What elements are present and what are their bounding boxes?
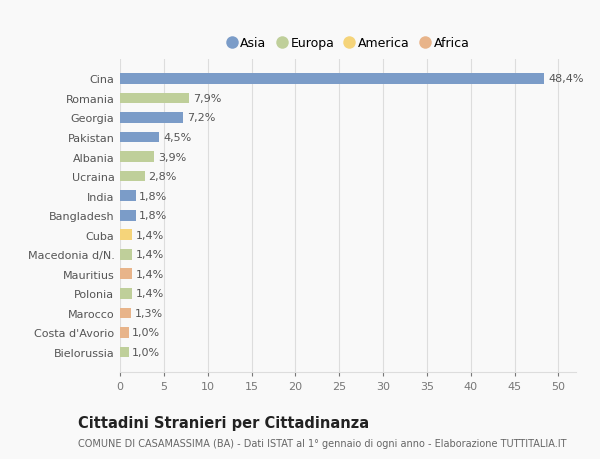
Text: 2,8%: 2,8% bbox=[148, 172, 176, 182]
Bar bbox=[120, 308, 131, 319]
Bar bbox=[120, 191, 136, 202]
Text: 1,8%: 1,8% bbox=[139, 211, 167, 221]
Text: 1,4%: 1,4% bbox=[136, 250, 164, 260]
Bar bbox=[120, 171, 145, 182]
Bar bbox=[120, 152, 154, 162]
Text: 1,8%: 1,8% bbox=[139, 191, 167, 201]
Bar bbox=[120, 132, 160, 143]
Bar bbox=[120, 210, 136, 221]
Text: 1,3%: 1,3% bbox=[135, 308, 163, 318]
Bar bbox=[120, 288, 132, 299]
Bar bbox=[120, 249, 132, 260]
Text: 7,2%: 7,2% bbox=[187, 113, 215, 123]
Bar bbox=[120, 230, 132, 241]
Text: COMUNE DI CASAMASSIMA (BA) - Dati ISTAT al 1° gennaio di ogni anno - Elaborazion: COMUNE DI CASAMASSIMA (BA) - Dati ISTAT … bbox=[78, 438, 566, 448]
Text: 7,9%: 7,9% bbox=[193, 94, 221, 104]
Text: 1,4%: 1,4% bbox=[136, 230, 164, 240]
Bar bbox=[120, 74, 544, 84]
Bar bbox=[120, 327, 129, 338]
Bar bbox=[120, 93, 189, 104]
Text: 4,5%: 4,5% bbox=[163, 133, 191, 143]
Bar bbox=[120, 347, 129, 358]
Text: 1,4%: 1,4% bbox=[136, 269, 164, 279]
Bar bbox=[120, 113, 183, 123]
Text: 48,4%: 48,4% bbox=[548, 74, 583, 84]
Text: 3,9%: 3,9% bbox=[158, 152, 186, 162]
Legend: Asia, Europa, America, Africa: Asia, Europa, America, Africa bbox=[224, 35, 472, 53]
Bar bbox=[120, 269, 132, 280]
Text: 1,4%: 1,4% bbox=[136, 289, 164, 299]
Text: Cittadini Stranieri per Cittadinanza: Cittadini Stranieri per Cittadinanza bbox=[78, 415, 369, 431]
Text: 1,0%: 1,0% bbox=[132, 328, 160, 338]
Text: 1,0%: 1,0% bbox=[132, 347, 160, 357]
